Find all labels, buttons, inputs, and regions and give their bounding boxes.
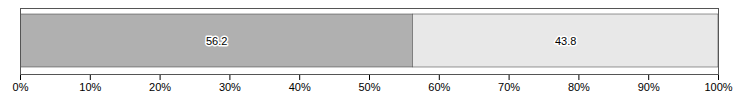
svg-text:30%: 30% — [219, 81, 241, 93]
svg-text:20%: 20% — [149, 81, 171, 93]
svg-text:56.2: 56.2 — [206, 35, 227, 47]
svg-text:10%: 10% — [79, 81, 101, 93]
svg-text:70%: 70% — [498, 81, 520, 93]
svg-text:50%: 50% — [358, 81, 380, 93]
svg-text:90%: 90% — [638, 81, 660, 93]
svg-text:40%: 40% — [289, 81, 311, 93]
svg-text:0%: 0% — [13, 81, 29, 93]
svg-text:100%: 100% — [704, 81, 732, 93]
svg-text:80%: 80% — [568, 81, 590, 93]
svg-text:60%: 60% — [428, 81, 450, 93]
svg-text:43.8: 43.8 — [555, 35, 576, 47]
